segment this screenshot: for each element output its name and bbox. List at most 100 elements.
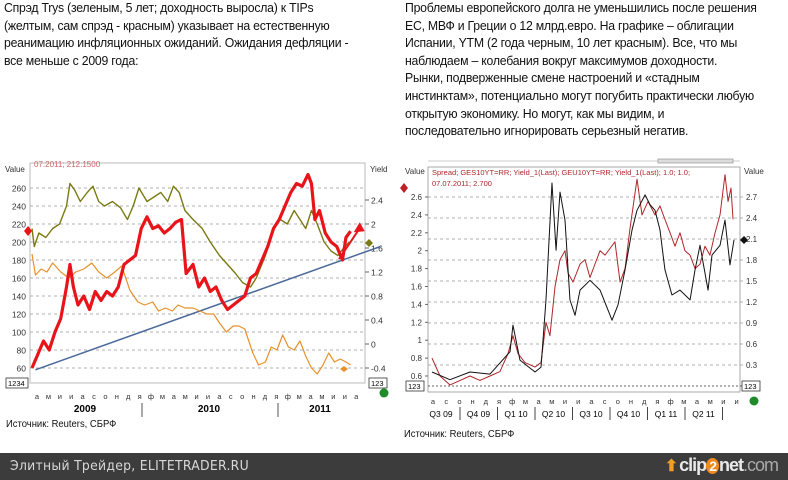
- month-tick-label: м: [160, 392, 165, 401]
- trend-arrow: [338, 227, 361, 260]
- quarter-label: Q1 11: [655, 409, 678, 419]
- text-line: Проблемы европейского долга не уменьшили…: [405, 0, 757, 15]
- y2-tick-label: 1.2: [371, 268, 383, 278]
- y-tick-label: 1: [418, 336, 423, 345]
- month-tick-label: д: [263, 392, 268, 401]
- y-tick-label: 220: [12, 220, 26, 230]
- month-tick-label: м: [297, 392, 302, 401]
- text-line: (желтым, сам спрэд - красным) указывает …: [4, 17, 330, 33]
- marker-diamond-icon: [740, 236, 748, 244]
- month-tick-label: м: [681, 397, 686, 406]
- upload-arrow-icon: ⬆: [664, 458, 678, 475]
- month-tick-label: а: [589, 397, 594, 406]
- month-tick-label: ф: [285, 392, 291, 401]
- text-line: Испании, YTM (2 года черным, 10 лет крас…: [405, 35, 738, 51]
- text-line: открытую экономику. Но могут, как мы вид…: [405, 105, 665, 121]
- y2-tick-label: 1.5: [746, 277, 758, 286]
- month-tick-label: я: [274, 392, 278, 401]
- month-tick-label: и: [343, 392, 347, 401]
- month-tick-label: и: [576, 397, 580, 406]
- month-tick-label: о: [240, 392, 244, 401]
- y-tick-label: 2.4: [411, 211, 423, 220]
- trend-line: [35, 245, 381, 371]
- axis-box-label: 123: [744, 382, 757, 391]
- axis-box: [5, 377, 29, 389]
- y2-tick-label: 2.4: [371, 196, 383, 206]
- y-tick-label: 1.2: [411, 318, 423, 327]
- marker-diamond-icon: [400, 183, 408, 193]
- month-tick-label: а: [537, 397, 542, 406]
- text-line: все меньше с 2009 года:: [4, 52, 139, 68]
- legend-text: Spread; GES10YT=RR; Yield_1(Last); GEU10…: [432, 168, 690, 177]
- month-tick-label: м: [523, 397, 528, 406]
- y-tick-label: 100: [12, 328, 26, 338]
- y2-axis-label: Value: [744, 167, 764, 176]
- y2-tick-label: 2.7: [746, 193, 758, 202]
- month-tick-label: н: [629, 397, 633, 406]
- month-tick-label: м: [319, 392, 324, 401]
- clip2net-logo[interactable]: ⬆ clip 2 net.com: [664, 455, 779, 475]
- month-tick-label: и: [734, 397, 738, 406]
- y2-tick-label: 2.1: [746, 235, 758, 244]
- site-caption: Элитный Трейдер, ELITETRADER.RU: [10, 458, 249, 474]
- plot-frame: [29, 162, 366, 384]
- quarter-label: Q4 09: [467, 409, 490, 419]
- month-tick-label: с: [444, 397, 448, 406]
- month-tick-label: н: [115, 392, 119, 401]
- y2-tick-label: 2.4: [746, 214, 758, 223]
- month-tick-label: и: [721, 397, 725, 406]
- legend-text: 07.07.2011; 2.700: [432, 179, 492, 188]
- quarter-label: Q1 10: [504, 409, 527, 419]
- month-tick-label: а: [431, 397, 436, 406]
- month-tick-label: д: [484, 397, 489, 406]
- month-tick-label: м: [183, 392, 188, 401]
- y-tick-label: 80: [17, 346, 27, 356]
- axis-box-label: 123: [408, 382, 421, 391]
- inflation-spread-chart: 60 80 100 120 140 160 180 200 220 240 260 -0.4 0 0.4 0…: [5, 160, 389, 417]
- y-tick-label: 200: [12, 238, 26, 248]
- month-tick-label: а: [172, 392, 177, 401]
- month-tick-label: и: [194, 392, 198, 401]
- y2-tick-label: 0.6: [746, 340, 758, 349]
- y-tick-label: 0.8: [411, 354, 423, 363]
- y2-tick-label: 1.8: [746, 256, 758, 265]
- month-tick-label: н: [471, 397, 475, 406]
- y-tick-label: 240: [12, 202, 26, 212]
- y2-tick-label: 0.8: [371, 292, 383, 302]
- month-tick-label: а: [217, 392, 222, 401]
- y2-tick-label: 0.3: [746, 361, 758, 370]
- month-tick-label: с: [92, 392, 96, 401]
- month-tick-label: м: [46, 392, 51, 401]
- y-tick-label: 2: [418, 247, 423, 256]
- text-line: последовательно игнорировать серьезный н…: [405, 123, 689, 139]
- scroll-thumb[interactable]: [657, 158, 734, 164]
- month-tick-label: с: [229, 392, 233, 401]
- month-tick-label: а: [309, 392, 314, 401]
- axis-box-label: 1234: [8, 379, 25, 388]
- series-line-spain-2y: [431, 182, 735, 381]
- arrow-head-icon: [353, 222, 365, 233]
- quarter-label: Q2 10: [542, 409, 565, 419]
- month-tick-label: д: [126, 392, 131, 401]
- chart-header: 07.2011; 212.1500: [34, 160, 101, 169]
- text-line: Спрэд Trys (зеленым, 5 лет; доходность в…: [4, 0, 314, 15]
- source-note-left: Источник: Reuters, СБРФ: [6, 418, 117, 430]
- month-tick-label: с: [603, 397, 607, 406]
- quarter-label: Q3 10: [579, 409, 602, 419]
- text-line: Рынки, подверженные смене настроений и «…: [405, 70, 700, 86]
- series-line-tips: [31, 253, 351, 375]
- month-tick-label: о: [103, 392, 107, 401]
- series-line-spain-10y: [431, 174, 734, 386]
- month-tick-label: н: [252, 392, 256, 401]
- y-axis-label: Value: [5, 165, 25, 174]
- source-note-right: Источник: Reuters, СБРФ: [404, 428, 515, 440]
- y-tick-label: 160: [12, 274, 26, 284]
- text-line: наблюдаем – колебания вокруг максимумов …: [405, 52, 718, 68]
- month-tick-label: и: [563, 397, 567, 406]
- y-tick-label: 60: [17, 364, 27, 374]
- axis-box-label: 123: [371, 379, 384, 388]
- text-line: ЕС, МВФ и Греции о 12 млрд.евро. На граф…: [405, 17, 734, 33]
- right-commentary: Проблемы европейского долга не уменьшили…: [405, 0, 783, 140]
- series-line-trys-5y: [31, 182, 350, 288]
- marker-diamond-icon: [340, 366, 348, 372]
